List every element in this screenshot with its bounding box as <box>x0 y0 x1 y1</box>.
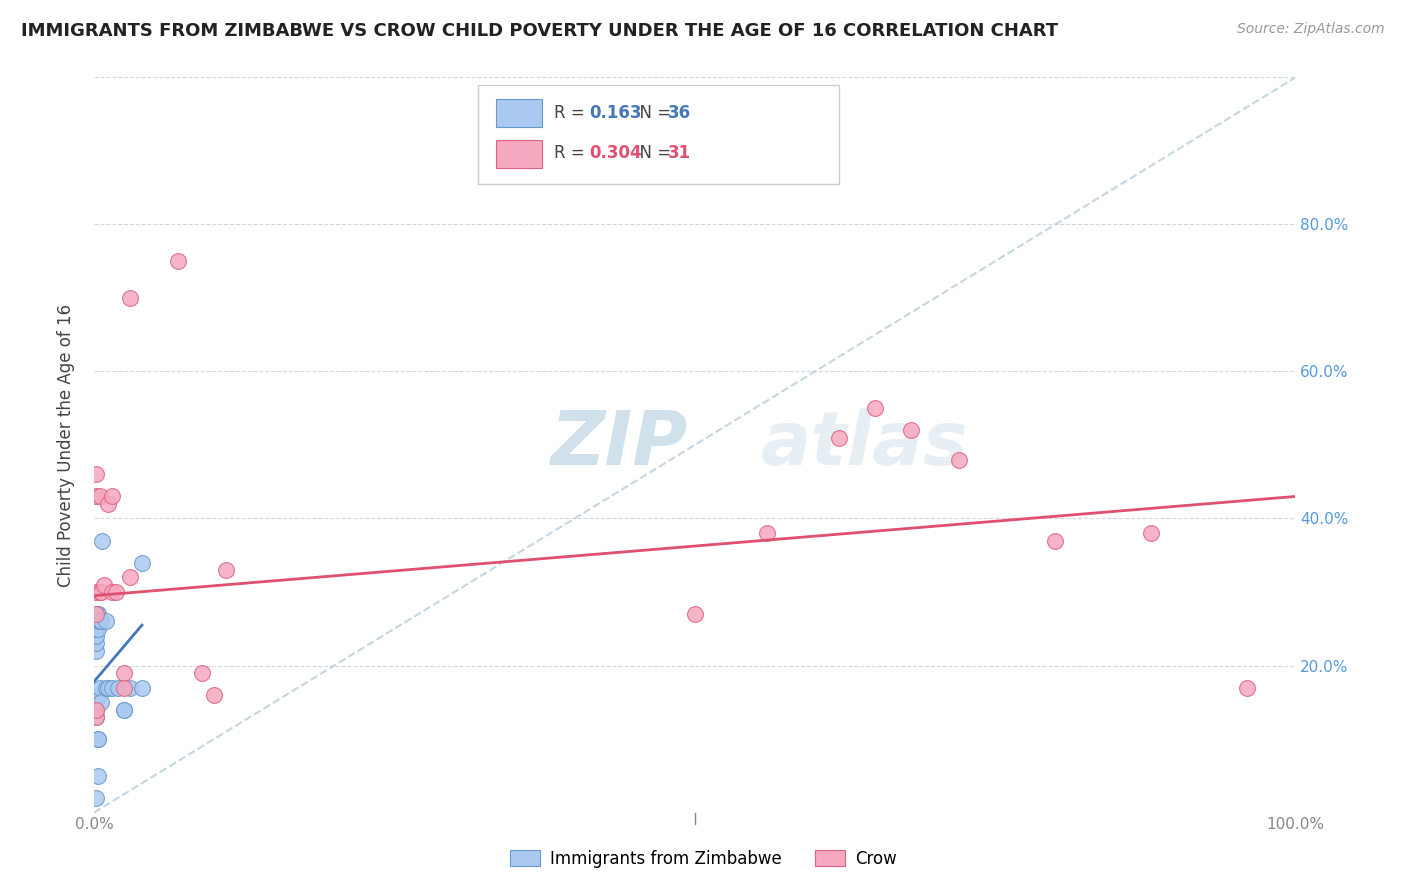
Point <box>112 703 135 717</box>
Point <box>683 607 706 621</box>
Point <box>87 688 110 702</box>
Point <box>91 533 114 548</box>
Point <box>86 615 108 629</box>
Text: N =: N = <box>628 145 676 162</box>
Point <box>131 556 153 570</box>
Point <box>86 615 108 629</box>
Point <box>90 585 112 599</box>
Text: N =: N = <box>628 103 676 121</box>
Point <box>112 665 135 680</box>
Point <box>94 681 117 695</box>
Text: Source: ZipAtlas.com: Source: ZipAtlas.com <box>1237 22 1385 37</box>
Point <box>101 681 124 695</box>
Y-axis label: Child Poverty Under the Age of 16: Child Poverty Under the Age of 16 <box>58 303 75 587</box>
Text: atlas: atlas <box>761 409 969 482</box>
Point <box>90 615 112 629</box>
Point <box>86 490 108 504</box>
Point <box>86 644 108 658</box>
FancyBboxPatch shape <box>496 140 543 168</box>
Point <box>86 629 108 643</box>
Point <box>86 607 108 621</box>
Point <box>118 291 141 305</box>
Point <box>948 452 970 467</box>
Point <box>97 497 120 511</box>
Point <box>1140 526 1163 541</box>
Point <box>90 695 112 709</box>
Point <box>202 688 225 702</box>
Point <box>87 615 110 629</box>
Point <box>118 681 141 695</box>
Point <box>107 681 129 695</box>
Point <box>755 526 778 541</box>
Point <box>1236 681 1258 695</box>
Point <box>86 622 108 636</box>
Point <box>215 563 238 577</box>
FancyBboxPatch shape <box>496 99 543 127</box>
Point <box>86 695 108 709</box>
Text: 36: 36 <box>668 103 692 121</box>
Point <box>1043 533 1066 548</box>
Point <box>191 665 214 680</box>
Point <box>89 490 111 504</box>
Point <box>89 615 111 629</box>
Point <box>87 688 110 702</box>
Text: 0.304: 0.304 <box>589 145 641 162</box>
Point <box>828 431 851 445</box>
Text: R =: R = <box>554 103 591 121</box>
Point <box>86 703 108 717</box>
Point <box>89 585 111 599</box>
Point <box>900 423 922 437</box>
Point <box>97 681 120 695</box>
Point <box>94 615 117 629</box>
Point <box>89 681 111 695</box>
Point <box>86 615 108 629</box>
Text: 31: 31 <box>668 145 692 162</box>
Text: ZIP: ZIP <box>551 409 688 482</box>
Point <box>86 622 108 636</box>
Point <box>104 585 127 599</box>
Point <box>86 769 108 783</box>
Point <box>167 254 190 268</box>
Point <box>86 710 108 724</box>
Text: IMMIGRANTS FROM ZIMBABWE VS CROW CHILD POVERTY UNDER THE AGE OF 16 CORRELATION C: IMMIGRANTS FROM ZIMBABWE VS CROW CHILD P… <box>21 22 1059 40</box>
Point <box>86 790 108 805</box>
Point <box>118 570 141 584</box>
Point <box>86 622 108 636</box>
Point <box>86 710 108 724</box>
Point <box>101 490 124 504</box>
Text: 0.163: 0.163 <box>589 103 641 121</box>
Point <box>86 607 108 621</box>
Point <box>112 703 135 717</box>
Text: R =: R = <box>554 145 591 162</box>
Legend: Immigrants from Zimbabwe, Crow: Immigrants from Zimbabwe, Crow <box>503 844 903 875</box>
Point <box>86 636 108 650</box>
Point <box>86 732 108 747</box>
Point <box>86 467 108 482</box>
Point <box>863 401 886 416</box>
Point <box>101 585 124 599</box>
FancyBboxPatch shape <box>478 85 839 184</box>
Point <box>112 681 135 695</box>
Point <box>86 607 108 621</box>
Point <box>86 585 108 599</box>
Point <box>86 732 108 747</box>
Point <box>86 703 108 717</box>
Point <box>131 681 153 695</box>
Point <box>93 577 115 591</box>
